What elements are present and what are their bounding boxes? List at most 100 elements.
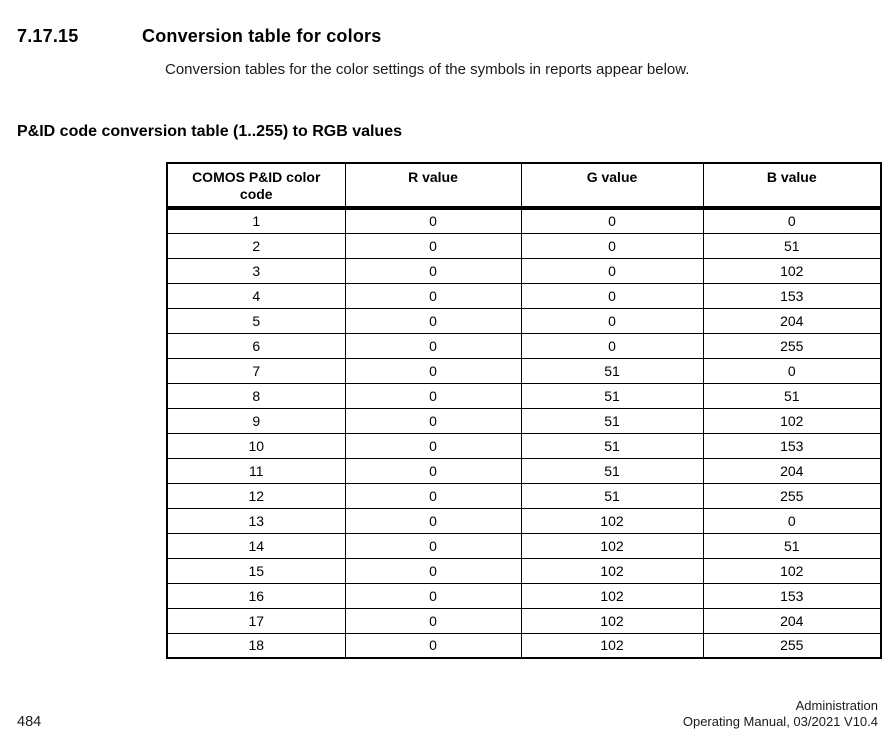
table-cell: 0 xyxy=(520,207,704,234)
table-cell: 0 xyxy=(520,257,704,284)
table-cell: 102 xyxy=(702,557,882,584)
table-cell: 18 xyxy=(166,632,346,659)
table-cell: 0 xyxy=(344,332,522,359)
table-row: 18 0 102 255 xyxy=(166,632,882,659)
table-row: 16 0 102 153 xyxy=(166,582,882,609)
table-cell: 51 xyxy=(520,407,704,434)
table-cell: 0 xyxy=(520,307,704,334)
section-number: 7.17.15 xyxy=(17,26,79,46)
table-row: 11 0 51 204 xyxy=(166,457,882,484)
table-row: 2 0 0 51 xyxy=(166,232,882,259)
table-cell: 11 xyxy=(166,457,346,484)
footer-doc-section: Administration xyxy=(795,698,878,713)
table-cell: 153 xyxy=(702,282,882,309)
table-cell: 0 xyxy=(344,557,522,584)
table-cell: 0 xyxy=(702,357,882,384)
table-cell: 0 xyxy=(344,607,522,634)
table-cell: 0 xyxy=(344,582,522,609)
table-cell: 102 xyxy=(520,557,704,584)
column-header-b-value: B value xyxy=(702,162,882,210)
table-cell: 51 xyxy=(520,432,704,459)
table-cell: 6 xyxy=(166,332,346,359)
section-title: Conversion table for colors xyxy=(142,26,382,46)
table-cell: 153 xyxy=(702,582,882,609)
table-row: 6 0 0 255 xyxy=(166,332,882,359)
table-cell: 0 xyxy=(344,532,522,559)
table-header-row: COMOS P&ID color code R value G value B … xyxy=(166,162,882,210)
table-cell: 255 xyxy=(702,632,882,659)
table-cell: 15 xyxy=(166,557,346,584)
table-cell: 10 xyxy=(166,432,346,459)
table-cell: 51 xyxy=(520,482,704,509)
footer-right-block: Administration Operating Manual, 03/2021… xyxy=(683,698,878,730)
table-cell: 4 xyxy=(166,282,346,309)
table-cell: 17 xyxy=(166,607,346,634)
table-cell: 0 xyxy=(344,407,522,434)
table-cell: 0 xyxy=(344,432,522,459)
table-cell: 7 xyxy=(166,357,346,384)
table-cell: 51 xyxy=(702,382,882,409)
table-cell: 51 xyxy=(702,232,882,259)
table-cell: 102 xyxy=(702,257,882,284)
column-header-r-value: R value xyxy=(344,162,522,210)
table-row: 14 0 102 51 xyxy=(166,532,882,559)
table-subheading: P&ID code conversion table (1..255) to R… xyxy=(17,123,402,140)
table-cell: 0 xyxy=(520,282,704,309)
table-cell: 102 xyxy=(520,532,704,559)
table-cell: 0 xyxy=(702,507,882,534)
table-row: 12 0 51 255 xyxy=(166,482,882,509)
table-cell: 0 xyxy=(344,207,522,234)
table-row: 4 0 0 153 xyxy=(166,282,882,309)
table-cell: 255 xyxy=(702,332,882,359)
table-cell: 51 xyxy=(702,532,882,559)
table-cell: 51 xyxy=(520,457,704,484)
table-cell: 3 xyxy=(166,257,346,284)
table-cell: 0 xyxy=(344,457,522,484)
page-number: 484 xyxy=(17,714,42,730)
table-cell: 51 xyxy=(520,382,704,409)
table-cell: 51 xyxy=(520,357,704,384)
table-cell: 0 xyxy=(344,282,522,309)
column-header-g-value: G value xyxy=(520,162,704,210)
table-row: 10 0 51 153 xyxy=(166,432,882,459)
table-cell: 102 xyxy=(520,607,704,634)
table-row: 3 0 0 102 xyxy=(166,257,882,284)
table-cell: 0 xyxy=(344,307,522,334)
table-cell: 102 xyxy=(702,407,882,434)
table-cell: 8 xyxy=(166,382,346,409)
table-row: 15 0 102 102 xyxy=(166,557,882,584)
table-cell: 9 xyxy=(166,407,346,434)
table-row: 5 0 0 204 xyxy=(166,307,882,334)
table-cell: 5 xyxy=(166,307,346,334)
table-row: 8 0 51 51 xyxy=(166,382,882,409)
table-cell: 102 xyxy=(520,582,704,609)
table-cell: 0 xyxy=(344,382,522,409)
table-cell: 204 xyxy=(702,607,882,634)
table-cell: 0 xyxy=(344,507,522,534)
table-row: 9 0 51 102 xyxy=(166,407,882,434)
table-cell: 1 xyxy=(166,207,346,234)
intro-paragraph: Conversion tables for the color settings… xyxy=(165,61,690,78)
table-cell: 14 xyxy=(166,532,346,559)
column-header-code: COMOS P&ID color code xyxy=(166,162,346,210)
table-body: 1 0 0 0 2 0 0 51 3 0 0 102 4 0 0 153 5 0 0 204 6 0 0 255 7 0 51 0 8 0… xyxy=(166,207,882,659)
table-cell: 13 xyxy=(166,507,346,534)
table-cell: 0 xyxy=(344,632,522,659)
table-cell: 2 xyxy=(166,232,346,259)
table-row: 13 0 102 0 xyxy=(166,507,882,534)
table-cell: 153 xyxy=(702,432,882,459)
table-cell: 102 xyxy=(520,507,704,534)
color-conversion-table: COMOS P&ID color code R value G value B … xyxy=(166,162,882,659)
table-cell: 0 xyxy=(520,332,704,359)
table-cell: 255 xyxy=(702,482,882,509)
table-cell: 204 xyxy=(702,457,882,484)
table-cell: 12 xyxy=(166,482,346,509)
table-cell: 0 xyxy=(344,257,522,284)
table-cell: 102 xyxy=(520,632,704,659)
footer-doc-version: Operating Manual, 03/2021 V10.4 xyxy=(682,714,878,729)
table-cell: 16 xyxy=(166,582,346,609)
table-cell: 204 xyxy=(702,307,882,334)
table-row: 17 0 102 204 xyxy=(166,607,882,634)
